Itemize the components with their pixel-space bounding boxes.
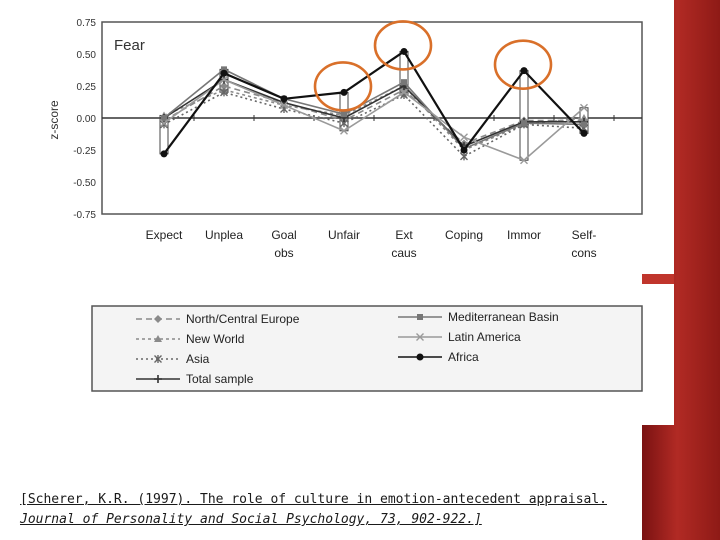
series-line (163, 49, 585, 155)
data-point (154, 355, 162, 363)
data-point (161, 115, 167, 121)
highlight-circle (313, 61, 373, 112)
data-point (400, 88, 408, 97)
legend-label: Mediterranean Basin (448, 310, 559, 324)
x-tick-label: Ext (395, 228, 413, 242)
data-point (520, 67, 528, 75)
citation-line-1: [Scherer, K.R. (1997). The role of cultu… (20, 492, 607, 507)
legend-label: Asia (186, 352, 210, 366)
legend-label: Total sample (186, 372, 254, 386)
data-point (416, 333, 424, 341)
data-point (220, 69, 228, 77)
series-line (163, 91, 585, 158)
data-point (160, 119, 168, 128)
legend-label: Latin America (448, 330, 521, 344)
data-point (400, 47, 408, 55)
legend-label: North/Central Europe (186, 312, 300, 326)
y-tick-label: 0.00 (77, 114, 97, 125)
data-point (280, 101, 288, 110)
x-tick-label: Goal (271, 228, 296, 242)
legend-item: Mediterranean Basin (398, 310, 559, 324)
legend-item: New World (136, 332, 244, 346)
data-point (220, 88, 228, 97)
series-line (163, 68, 585, 150)
series-lines (160, 47, 588, 165)
y-tick-label: -0.75 (73, 210, 96, 221)
data-point (341, 111, 347, 118)
data-point (580, 114, 588, 121)
x-tick-label-line2: obs (274, 246, 293, 260)
series-africa (160, 47, 588, 158)
data-point (460, 146, 468, 154)
y-tick-labels: 0.75 0.50 0.25 0.00 -0.25 -0.50 -0.75 (73, 18, 96, 221)
data-point (340, 88, 348, 96)
series-line (163, 85, 584, 145)
legend: North/Central Europe New World Asia Total s… (136, 310, 559, 386)
x-tick-label-line2: caus (391, 246, 416, 260)
data-point (416, 353, 424, 361)
y-axis-label: z-score (47, 100, 61, 140)
legend-box (91, 305, 643, 392)
data-point (521, 120, 527, 127)
x-tick-label: Expect (146, 228, 183, 242)
chart-title: Fear (114, 37, 145, 54)
x-tick-labels: Expect Unplea Goal obs Unfair Ext caus Coping Im… (146, 228, 597, 260)
legend-label: New World (186, 332, 244, 346)
data-point (280, 95, 288, 103)
data-point (580, 103, 588, 112)
series-line (163, 78, 585, 162)
x-tick-label: Immor (507, 228, 541, 242)
highlight-circle (493, 39, 553, 90)
data-point (160, 150, 168, 158)
legend-item: Total sample (136, 372, 254, 386)
data-point (154, 315, 162, 323)
series-line (163, 85, 585, 151)
highlight-circles (313, 20, 553, 112)
legend-item: Asia (136, 352, 210, 366)
legend-item: Africa (398, 350, 479, 364)
x-tick-label: Coping (445, 228, 483, 242)
legend-label: Africa (448, 350, 479, 364)
x-tick-label-line2: cons (571, 246, 596, 260)
legend-item: Latin America (398, 330, 521, 344)
data-point (581, 121, 587, 128)
x-tick-label: Self- (572, 228, 597, 242)
data-point (401, 79, 407, 86)
legend-item: North/Central Europe (136, 312, 300, 326)
highlight-circle (373, 20, 433, 71)
data-point (154, 335, 162, 342)
decorative-red-tab (642, 274, 674, 284)
range-bar (519, 70, 529, 161)
y-tick-label: 0.75 (77, 18, 97, 29)
citation-line-2: Journal of Personality and Social Psycho… (20, 512, 482, 527)
y-tick-label: 0.50 (77, 50, 97, 61)
x-tick-label: Unfair (328, 228, 360, 242)
data-point (520, 156, 528, 165)
data-point (340, 126, 348, 135)
data-point (417, 314, 423, 320)
x-tick-label: Unplea (205, 228, 243, 242)
y-tick-label: -0.50 (73, 178, 96, 189)
data-point (580, 129, 588, 137)
y-tick-label: -0.25 (73, 146, 96, 157)
data-point (460, 152, 468, 161)
data-point (221, 66, 227, 73)
data-point (460, 133, 468, 142)
y-tick-label: 0.25 (77, 82, 97, 93)
citation: [Scherer, K.R. (1997). The role of cultu… (20, 490, 640, 530)
decorative-white-strip (642, 0, 674, 425)
data-point (154, 375, 162, 383)
